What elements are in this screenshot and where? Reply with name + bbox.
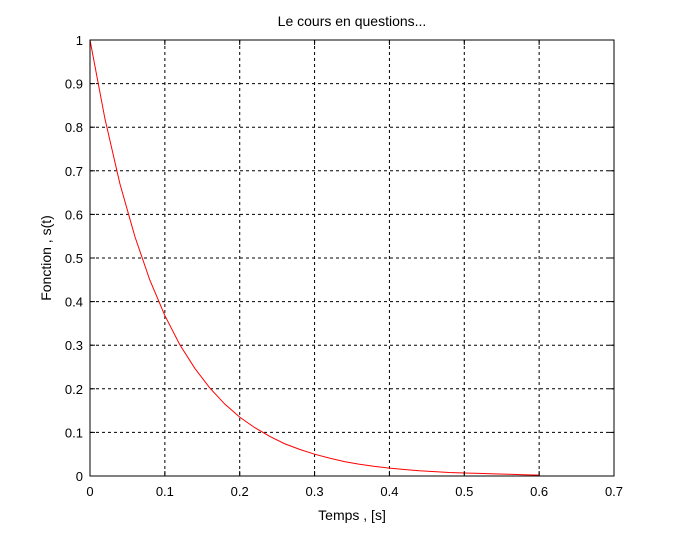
x-tick-labels: 0 0.1 0.2 0.3 0.4 0.5 0.6 0.7 (86, 484, 623, 499)
y-tick-label: 0.5 (65, 251, 83, 266)
y-tick-label: 0.3 (65, 338, 83, 353)
x-tick-label: 0.7 (605, 484, 623, 499)
x-tick-label: 0.4 (380, 484, 398, 499)
y-tick-label: 1 (76, 33, 83, 48)
x-tick-label: 0.6 (530, 484, 548, 499)
y-tick-label: 0.8 (65, 120, 83, 135)
x-axis-label: Temps , [s] (318, 507, 386, 523)
x-tick-label: 0.3 (306, 484, 324, 499)
y-axis-label: Fonction , s(t) (38, 215, 54, 301)
y-tick-label: 0.1 (65, 425, 83, 440)
y-tick-label: 0.7 (65, 164, 83, 179)
x-tick-label: 0.1 (156, 484, 174, 499)
y-tick-label: 0 (76, 469, 83, 484)
tick-marks (89, 39, 615, 477)
y-tick-label: 0.6 (65, 207, 83, 222)
x-tick-label: 0.2 (231, 484, 249, 499)
y-tick-label: 0.2 (65, 382, 83, 397)
y-tick-labels: 0 0.1 0.2 0.3 0.4 0.5 0.6 0.7 0.8 0.9 1 (65, 33, 83, 484)
y-tick-label: 0.4 (65, 295, 83, 310)
plot-area (90, 40, 614, 476)
x-tick-label: 0 (86, 484, 93, 499)
x-tick-label: 0.5 (455, 484, 473, 499)
grid-lines (90, 40, 614, 476)
chart-title: Le cours en questions... (278, 13, 427, 29)
y-tick-label: 0.9 (65, 77, 83, 92)
